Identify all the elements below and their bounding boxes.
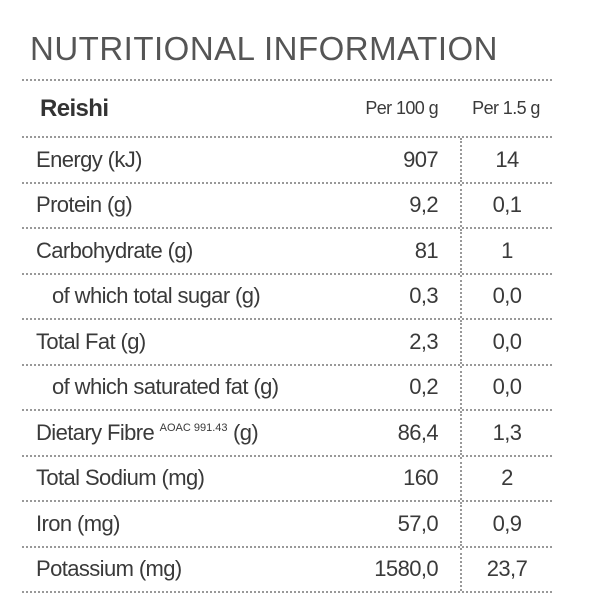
cell: 0,9 (460, 502, 552, 546)
cell: 2 (460, 456, 552, 500)
superscript: AOAC 991.43 (159, 421, 228, 434)
row-label: Carbohydrate (g) (36, 237, 193, 263)
cell: 0,0 (460, 365, 552, 409)
cell: 0,0 (460, 274, 552, 318)
row: Dietary Fibre AOAC 991.43 (g) 86,4 1,3 (22, 411, 552, 457)
row: Total Sodium (mg) 160 2 (22, 456, 552, 502)
row-label: Total Sodium (mg) (36, 465, 205, 491)
row-label: Energy (kJ) (36, 146, 142, 172)
row: Iron (mg) 57,0 0,9 (22, 502, 552, 548)
header-cell: Per 1.5 g (472, 98, 540, 118)
cell: 57,0 (397, 510, 439, 536)
header-row: Reishi Per 100 g Per 1.5 g (22, 81, 552, 138)
cell: 0,2 (409, 374, 438, 400)
nutrition-table: Reishi Per 100 g Per 1.5 g Energy (kJ) 90… (22, 79, 552, 593)
cell: 160 (403, 465, 439, 491)
cell: 1 (460, 229, 552, 273)
title: NUTRITIONAL INFORMATION (30, 30, 498, 67)
row-label: Total Fat (g) (36, 328, 146, 354)
row: Carbohydrate (g) 81 1 (22, 229, 552, 275)
row: Energy (kJ) 907 14 (22, 138, 552, 184)
row: of which total sugar (g) 0,3 0,0 (22, 274, 552, 320)
cell: 0,3 (409, 283, 438, 309)
cell: 0,1 (460, 183, 552, 227)
row-label: of which total sugar (g) (52, 283, 261, 309)
row-label: of which saturated fat (g) (52, 374, 279, 400)
cell: 2,3 (409, 328, 438, 354)
row: Protein (g) 9,2 0,1 (22, 183, 552, 229)
cell: 0,0 (460, 320, 552, 364)
header-cell: Per 100 g (365, 98, 438, 118)
row-label: Dietary Fibre AOAC 991.43 (g) (22, 420, 360, 446)
cell: 86,4 (397, 419, 439, 445)
row: Potassium (mg) 1580,0 23,7 (22, 547, 552, 593)
cell: 907 (403, 146, 439, 172)
unit: (g) (233, 419, 259, 445)
row-label: Iron (mg) (36, 510, 120, 536)
row: Total Fat (g) 2,3 0,0 (22, 320, 552, 366)
cell: 1,3 (460, 411, 552, 455)
cell: 14 (460, 138, 552, 182)
row: of which saturated fat (g) 0,2 0,0 (22, 365, 552, 411)
cell: 23,7 (460, 547, 552, 591)
cell: 1580,0 (374, 556, 438, 582)
cell: 81 (414, 237, 439, 263)
label-text: Dietary Fibre (36, 419, 155, 445)
row-label: Protein (g) (36, 192, 133, 218)
cell: 9,2 (409, 192, 438, 218)
header-cell: Reishi (40, 94, 109, 122)
row-label: Potassium (mg) (36, 556, 182, 582)
